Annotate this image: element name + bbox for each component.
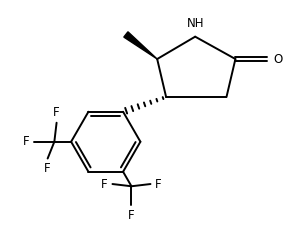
- Text: F: F: [53, 106, 60, 119]
- Text: O: O: [273, 53, 283, 66]
- Text: F: F: [44, 162, 51, 175]
- Text: F: F: [101, 178, 108, 191]
- Polygon shape: [124, 32, 157, 59]
- Text: F: F: [128, 209, 135, 222]
- Text: NH: NH: [186, 17, 204, 30]
- Text: F: F: [23, 135, 30, 148]
- Text: F: F: [155, 178, 161, 191]
